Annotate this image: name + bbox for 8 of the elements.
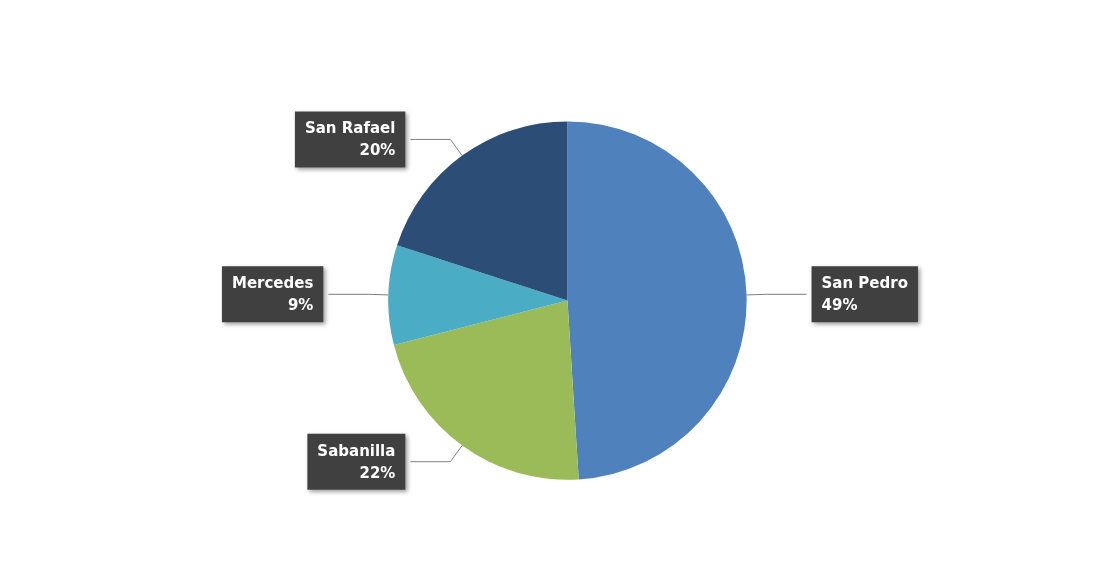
data-label: 49% [821, 296, 858, 315]
data-label: 22% [359, 463, 396, 482]
slice-label: Sabanilla [317, 441, 396, 460]
slice-label: Mercedes [231, 274, 314, 293]
data-label: 20% [359, 141, 396, 160]
data-label: 9% [287, 296, 314, 315]
slice-label: San Rafael [304, 119, 396, 138]
slice-label: San Pedro [821, 274, 908, 293]
